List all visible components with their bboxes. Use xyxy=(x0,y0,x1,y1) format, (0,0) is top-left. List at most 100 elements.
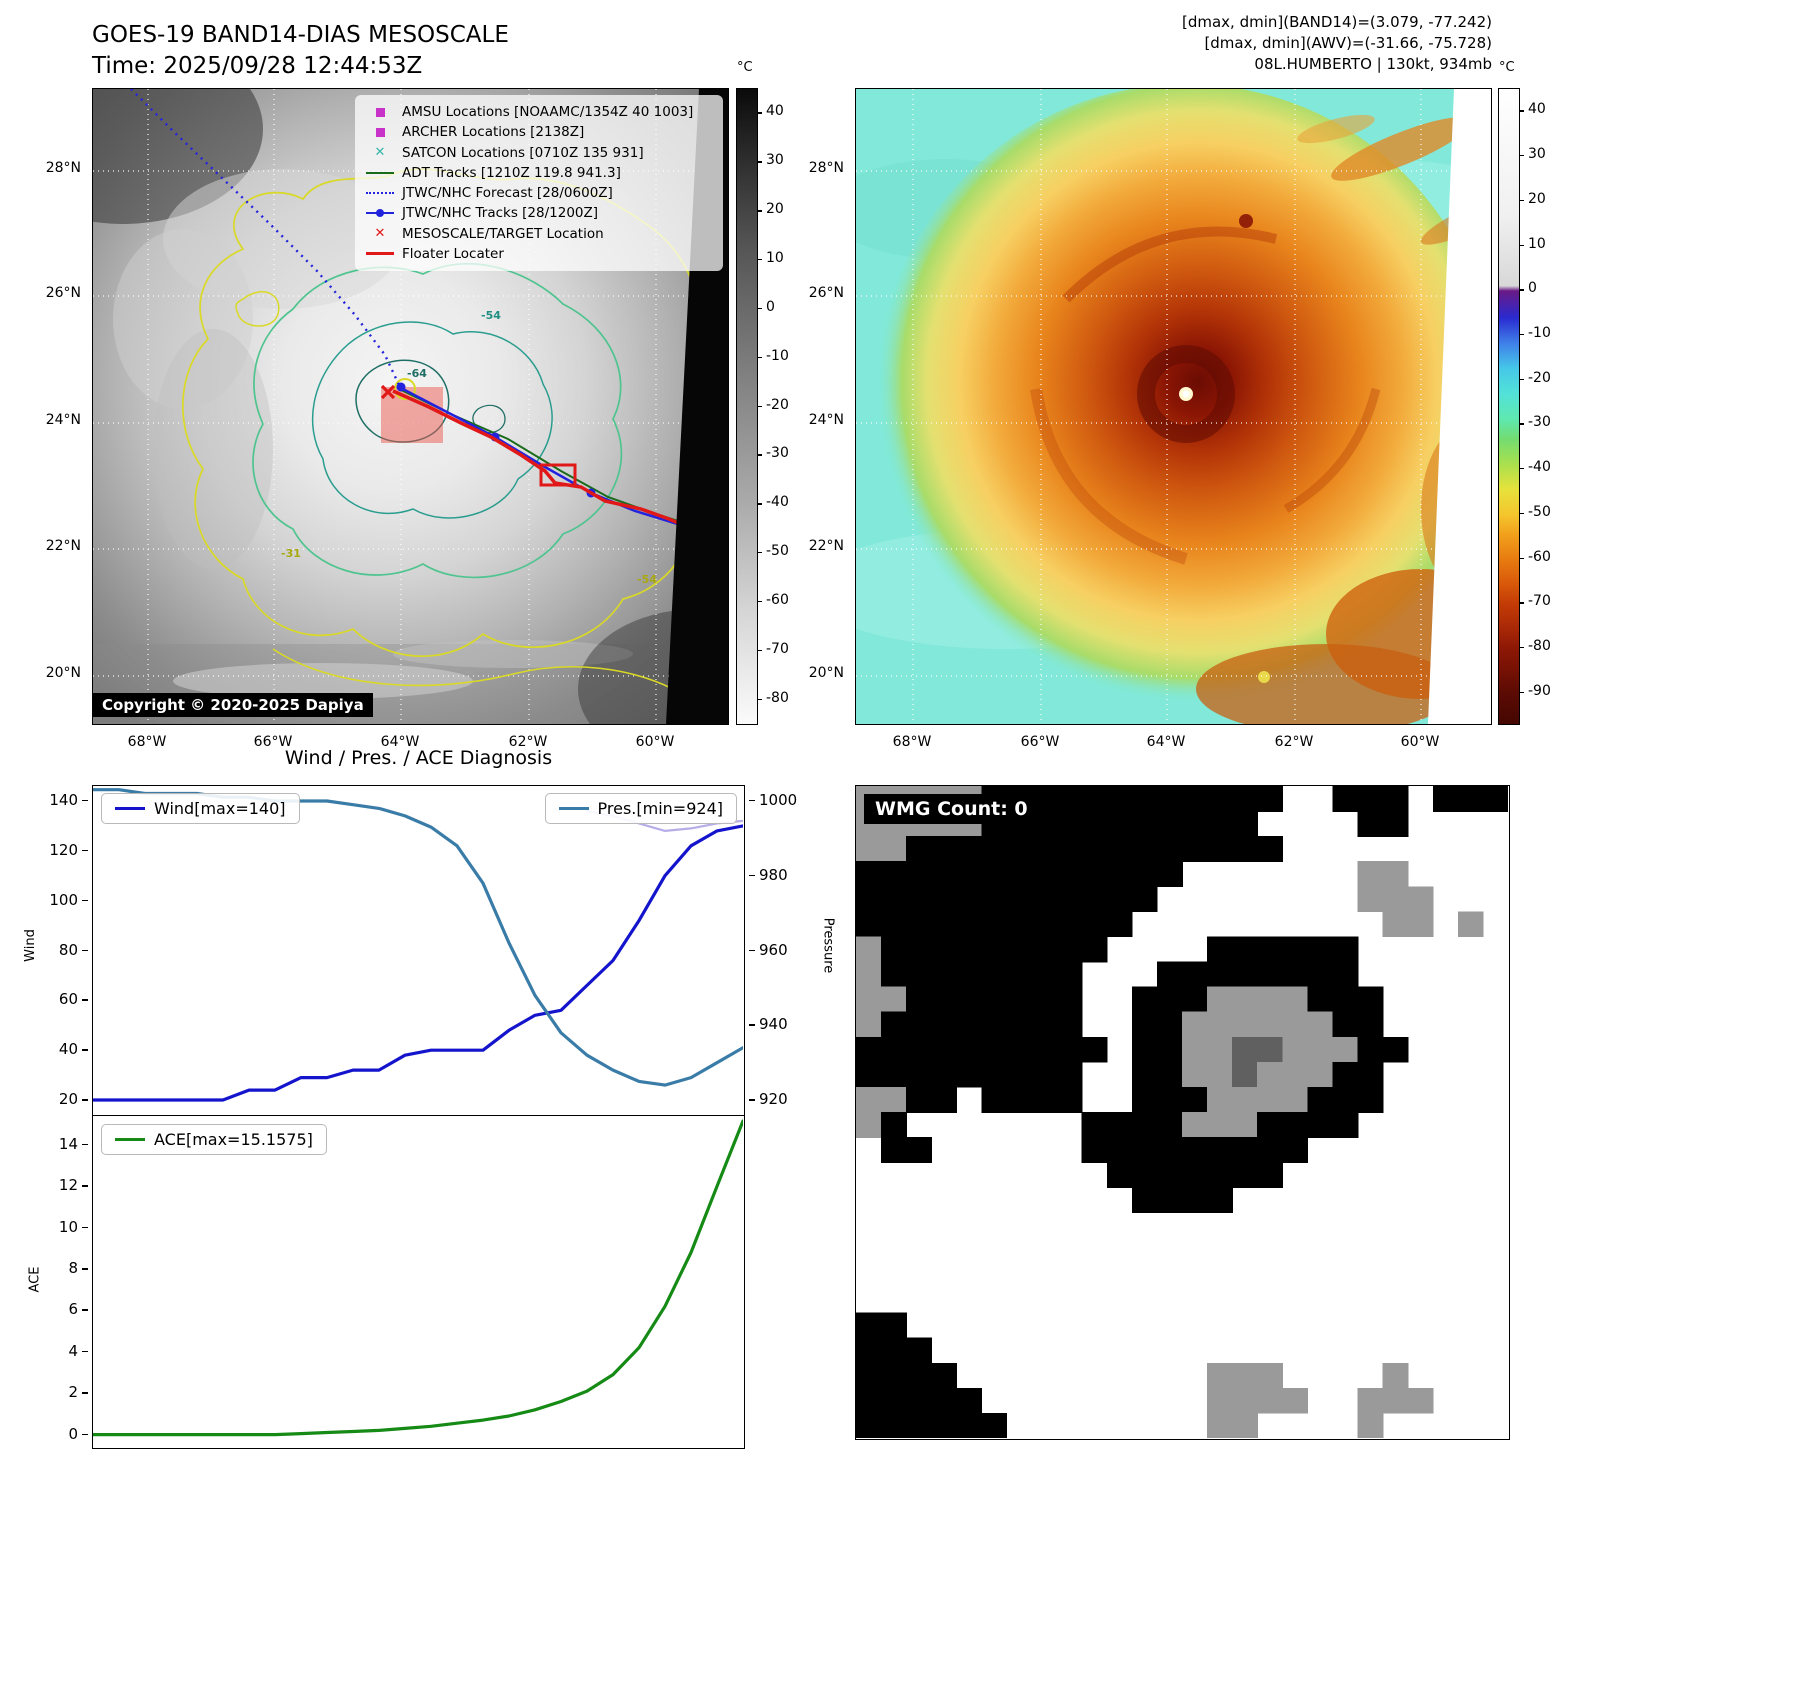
legend-label: SATCON Locations [0710Z 135 931] xyxy=(402,144,644,161)
lat-tick-label: 26°N xyxy=(808,285,844,301)
dmax-dmin-band14: [dmax, dmin](BAND14)=(3.079, -77.242) xyxy=(1181,13,1492,31)
map-legend-item: MESOSCALE/TARGET Location xyxy=(365,224,713,244)
colorbar-tick-label: 0 xyxy=(1519,280,1537,297)
colorbar-tick-label: -60 xyxy=(1519,548,1551,565)
legend-marker-icon xyxy=(365,143,395,163)
colorbar-tick-label: -40 xyxy=(757,494,789,511)
floater-track-line xyxy=(392,389,728,543)
pressure-legend-label: Pres.[min=924] xyxy=(597,799,723,818)
colorbar-tick-label: -70 xyxy=(1519,593,1551,610)
colorbar-tick-label: -30 xyxy=(757,445,789,462)
legend-marker-icon xyxy=(365,192,395,194)
colorbar-tick-label: 40 xyxy=(1519,101,1546,118)
lon-tick-label: 62°W xyxy=(1274,734,1314,750)
wmg-pixel-grid xyxy=(856,786,1508,1438)
axis-tick-label: 40 xyxy=(58,1040,89,1059)
wmg-count-badge: WMG Count: 0 xyxy=(864,794,1039,824)
legend-label: ADT Tracks [1210Z 119.8 941.3] xyxy=(402,164,621,181)
lon-tick-label: 64°W xyxy=(380,734,420,750)
axis-tick-label: 20 xyxy=(58,1090,89,1109)
lat-tick-label: 22°N xyxy=(45,538,81,554)
colorbar-tick-label: -80 xyxy=(757,689,789,706)
colorbar-tick-label: -30 xyxy=(1519,414,1551,431)
legend-label: ARCHER Locations [2138Z] xyxy=(402,124,585,141)
axis-tick-label: 980 xyxy=(749,865,788,884)
lat-tick-label: 20°N xyxy=(45,665,81,681)
page-title: GOES-19 BAND14-DIAS MESOSCALE xyxy=(92,22,509,48)
axis-tick-label: 0 xyxy=(68,1424,88,1443)
lon-tick-label: 68°W xyxy=(892,734,932,750)
header-right: [dmax, dmin](BAND14)=(3.079, -77.242) [d… xyxy=(1050,12,1492,75)
colorbar-tick-label: -90 xyxy=(1519,682,1551,699)
map-legend-item: SATCON Locations [0710Z 135 931] xyxy=(365,143,713,163)
legend-label: JTWC/NHC Tracks [28/1200Z] xyxy=(402,205,599,222)
lon-tick-label: 62°W xyxy=(508,734,548,750)
colorbar-unit: °C xyxy=(737,60,753,75)
wind-legend-label: Wind[max=140] xyxy=(154,799,286,818)
legend-marker-icon xyxy=(365,209,395,218)
awv-colorbar xyxy=(1498,88,1520,725)
wmg-panel: WMG Count: 0 xyxy=(855,785,1510,1440)
colorbar-tick-label: 10 xyxy=(1519,235,1546,252)
lat-tick-label: 26°N xyxy=(45,285,81,301)
copyright-badge: Copyright © 2020-2025 Dapiya xyxy=(93,693,373,717)
dmax-dmin-awv: [dmax, dmin](AWV)=(-31.66, -75.728) xyxy=(1204,34,1492,52)
axis-tick-label: 920 xyxy=(749,1090,788,1109)
legend-marker-icon xyxy=(365,108,395,117)
awv-imagery xyxy=(856,89,1491,724)
lon-axis-right-map: 68°W 66°W 64°W 62°W 60°W xyxy=(855,730,1490,754)
lon-tick-label: 60°W xyxy=(1400,734,1440,750)
colorbar-tick-label: 20 xyxy=(757,201,784,218)
axis-tick-label: 14 xyxy=(58,1134,89,1153)
colorbar-tick-label: -20 xyxy=(757,396,789,413)
lat-tick-label: 24°N xyxy=(808,412,844,428)
lon-tick-label: 60°W xyxy=(635,734,675,750)
map-legend-item: ARCHER Locations [2138Z] xyxy=(365,122,713,142)
header-left: GOES-19 BAND14-DIAS MESOSCALE Time: 2025… xyxy=(92,20,509,82)
forecast-track-line xyxy=(130,89,401,386)
colorbar-tick-label: 30 xyxy=(757,152,784,169)
map-legend: AMSU Locations [NOAAMC/1354Z 40 1003] AR… xyxy=(355,95,723,271)
lat-tick-label: 20°N xyxy=(808,665,844,681)
timestamp: Time: 2025/09/28 12:44:53Z xyxy=(92,53,423,80)
axis-tick-label: 960 xyxy=(749,940,788,959)
axis-tick-label: 10 xyxy=(58,1217,89,1236)
ace-line-swatch xyxy=(115,1138,145,1141)
colorbar-tick-label: 40 xyxy=(757,103,784,120)
map-legend-item: Floater Locater xyxy=(365,244,713,264)
axis-tick-label: 1000 xyxy=(748,790,798,809)
lon-tick-label: 66°W xyxy=(253,734,293,750)
axis-tick-label: 6 xyxy=(68,1300,88,1319)
colorbar-tick-label: -20 xyxy=(1519,369,1551,386)
contour-label: -64 xyxy=(407,367,427,380)
colorbar-tick-label: -10 xyxy=(757,347,789,364)
storm-id-intensity: 08L.HUMBERTO | 130kt, 934mb xyxy=(1254,55,1492,73)
scan-edge xyxy=(1428,89,1491,724)
lon-tick-label: 68°W xyxy=(127,734,167,750)
map-legend-item: JTWC/NHC Forecast [28/0600Z] xyxy=(365,183,713,203)
band14-satellite-map: AMSU Locations [NOAAMC/1354Z 40 1003] AR… xyxy=(92,88,729,725)
colorbar-tick-label: -50 xyxy=(1519,503,1551,520)
contour-label: -54 xyxy=(481,309,501,322)
axis-tick-label: 4 xyxy=(68,1341,88,1360)
wind-line-swatch xyxy=(115,807,145,810)
lon-axis-left-map: 68°W 66°W 64°W 62°W 60°W xyxy=(92,730,727,754)
pressure-axis-ticks: 920 940 960 980 1000 xyxy=(748,786,802,1116)
map-legend-item: ADT Tracks [1210Z 119.8 941.3] xyxy=(365,163,713,183)
colorbar-unit: °C xyxy=(1499,60,1515,75)
colorbar-tick-label: -60 xyxy=(757,591,789,608)
band14-colorbar xyxy=(736,88,758,725)
axis-tick-label: 60 xyxy=(58,990,89,1009)
awv-satellite-map xyxy=(855,88,1492,725)
ace-legend: ACE[max=15.1575] xyxy=(101,1124,327,1155)
axis-tick-label: 12 xyxy=(58,1176,89,1195)
map-legend-item: AMSU Locations [NOAAMC/1354Z 40 1003] xyxy=(365,102,713,122)
ace-chart: 0 2 4 6 8 10 12 14 xyxy=(59,1115,745,1449)
ace-legend-label: ACE[max=15.1575] xyxy=(154,1130,313,1149)
lat-tick-label: 28°N xyxy=(45,160,81,176)
contour-label: -31 xyxy=(281,547,301,560)
lat-tick-label: 28°N xyxy=(808,160,844,176)
legend-label: Floater Locater xyxy=(402,245,504,262)
lon-tick-label: 64°W xyxy=(1146,734,1186,750)
wind-axis-ticks: 20 40 60 80 100 120 140 xyxy=(41,786,89,1116)
